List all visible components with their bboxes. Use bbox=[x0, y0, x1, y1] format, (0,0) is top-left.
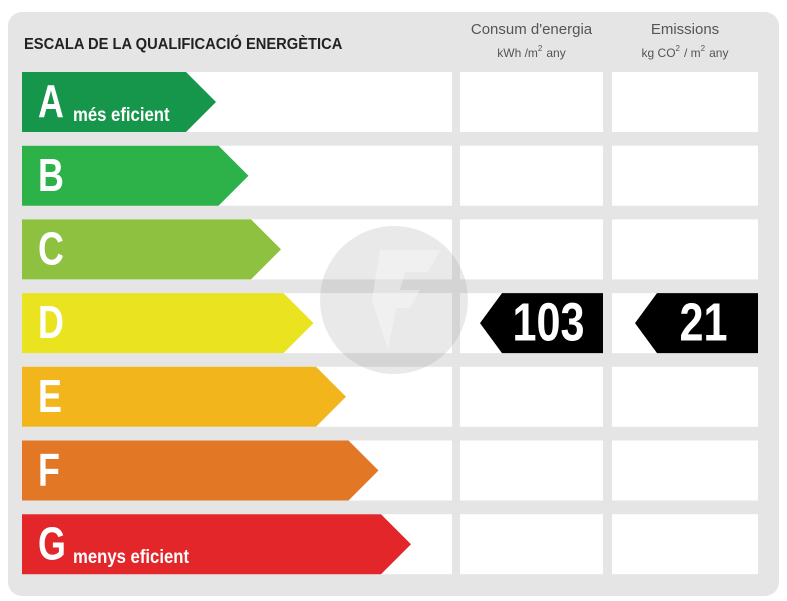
grade-letter: C bbox=[38, 223, 64, 274]
grade-letter: A bbox=[38, 76, 64, 127]
unit-text: any bbox=[546, 46, 565, 60]
value-box bbox=[460, 514, 603, 575]
column-title: Consum d'energia bbox=[471, 21, 593, 38]
watermark bbox=[320, 226, 468, 374]
value-box bbox=[612, 145, 758, 206]
value-box bbox=[460, 366, 603, 427]
grade-arrow bbox=[22, 366, 346, 427]
grade-letter: G bbox=[38, 518, 66, 569]
grade-letter: E bbox=[38, 371, 62, 422]
unit-superscript: 2 bbox=[676, 44, 681, 53]
column-title: Emissions bbox=[651, 21, 719, 38]
value-box bbox=[460, 72, 603, 132]
value-marker bbox=[635, 293, 758, 354]
grade-arrow bbox=[22, 514, 411, 575]
column-unit: kg CO2/ m2 any bbox=[642, 44, 729, 60]
grade-letter: D bbox=[38, 297, 64, 348]
grade-arrow bbox=[22, 440, 379, 501]
value-box bbox=[460, 440, 603, 501]
unit-text: / m bbox=[684, 46, 701, 60]
value-text: 103 bbox=[512, 293, 584, 353]
unit-superscript: 2 bbox=[538, 44, 543, 53]
unit-text: kg CO bbox=[642, 46, 676, 60]
value-text: 21 bbox=[679, 293, 727, 353]
unit-superscript: 2 bbox=[701, 44, 706, 53]
grade-arrow bbox=[22, 72, 216, 132]
grade-letter: F bbox=[38, 444, 60, 495]
unit-text: any bbox=[709, 46, 728, 60]
grade-arrow bbox=[22, 293, 314, 354]
value-marker bbox=[480, 293, 603, 354]
title: ESCALA DE LA QUALIFICACIÓ ENERGÈTICA bbox=[24, 35, 342, 54]
value-box bbox=[612, 219, 758, 280]
grade-note: menys eficient bbox=[73, 546, 189, 567]
value-box bbox=[612, 514, 758, 575]
grade-letter: B bbox=[38, 150, 64, 201]
unit-text: kWh /m bbox=[497, 46, 538, 60]
grade-arrow bbox=[22, 145, 249, 206]
grade-arrow bbox=[22, 219, 281, 280]
value-box bbox=[612, 440, 758, 501]
value-box bbox=[460, 219, 603, 280]
watermark-mark bbox=[372, 250, 440, 350]
value-box bbox=[460, 145, 603, 206]
column-unit: kWh /m2 any bbox=[497, 44, 565, 60]
grade-note: més eficient bbox=[73, 104, 170, 125]
value-box bbox=[612, 366, 758, 427]
value-box bbox=[612, 72, 758, 132]
